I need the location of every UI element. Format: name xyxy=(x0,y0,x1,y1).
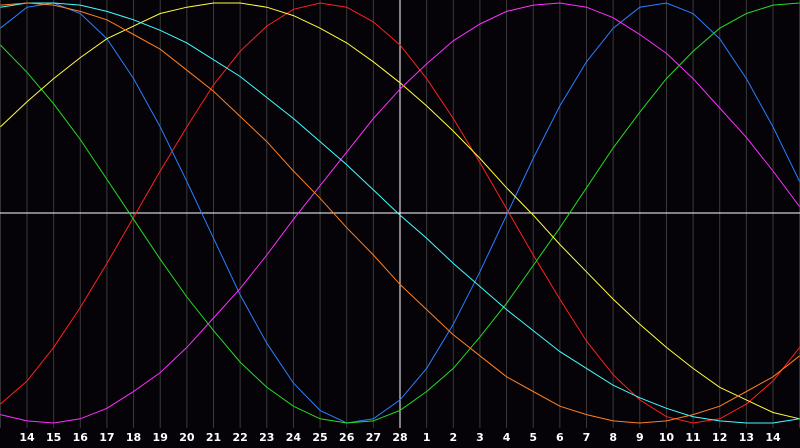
x-tick-label: 18 xyxy=(126,431,141,444)
series-line xyxy=(0,2,800,424)
x-tick-label: 10 xyxy=(659,431,675,444)
curves xyxy=(0,2,800,424)
x-labels: 14 15 16 17 18 19 20 21 22 23 24 25 26 27 28 1 2 3 4 5 6 7 8 9 1… xyxy=(19,431,781,444)
x-tick-label: 15 xyxy=(46,431,61,444)
series-line xyxy=(0,2,800,424)
x-tick-label: 6 xyxy=(556,431,564,444)
x-tick-label: 17 xyxy=(99,431,114,444)
series-line xyxy=(0,2,800,424)
x-tick-label: 28 xyxy=(392,431,407,444)
x-tick-label: 3 xyxy=(476,431,484,444)
series-line xyxy=(0,2,800,420)
x-tick-label: 24 xyxy=(286,431,302,444)
x-tick-label: 2 xyxy=(449,431,457,444)
x-tick-label: 26 xyxy=(339,431,355,444)
x-tick-label: 11 xyxy=(685,431,700,444)
series-line xyxy=(0,2,800,424)
x-tick-label: 8 xyxy=(609,431,617,444)
x-tick-label: 16 xyxy=(73,431,89,444)
x-tick-label: 21 xyxy=(206,431,221,444)
x-tick-label: 14 xyxy=(19,431,35,444)
x-tick-label: 27 xyxy=(366,431,381,444)
series-line xyxy=(0,2,800,424)
x-tick-label: 23 xyxy=(259,431,274,444)
x-tick-label: 25 xyxy=(312,431,327,444)
x-tick-label: 4 xyxy=(503,431,511,444)
x-tick-label: 9 xyxy=(636,431,644,444)
x-tick-label: 14 xyxy=(765,431,781,444)
x-tick-label: 7 xyxy=(583,431,591,444)
x-tick-label: 5 xyxy=(529,431,537,444)
series-line xyxy=(0,2,800,424)
x-tick-label: 19 xyxy=(153,431,168,444)
x-tick-label: 22 xyxy=(232,431,247,444)
x-tick-label: 1 xyxy=(423,431,431,444)
x-tick-label: 12 xyxy=(712,431,727,444)
x-tick-label: 13 xyxy=(739,431,754,444)
grid xyxy=(0,0,800,428)
x-tick-label: 20 xyxy=(179,431,195,444)
